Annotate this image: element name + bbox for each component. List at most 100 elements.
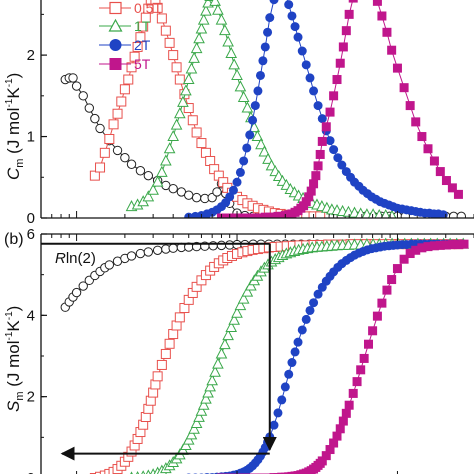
data-point-1T	[241, 101, 254, 113]
data-point-1T	[251, 129, 264, 142]
data-point-1T	[182, 72, 195, 85]
y-tick-label: 2	[27, 47, 35, 64]
data-point-2T	[284, 369, 294, 379]
data-point-0_5T	[112, 108, 123, 119]
data-point-5T	[399, 83, 409, 93]
data-point-5T	[377, 11, 387, 21]
data-point-5T	[392, 264, 402, 274]
data-point-zero-field	[90, 113, 100, 124]
data-point-2T	[265, 13, 275, 23]
data-point-0_5T	[164, 338, 175, 349]
data-point-1T	[212, 357, 224, 369]
data-point-zero-field	[95, 123, 105, 134]
series-1T	[130, 237, 470, 474]
y-tick-label: 2	[27, 389, 35, 406]
data-point-5T	[411, 245, 421, 255]
data-point-1T	[234, 80, 247, 92]
data-point-1T	[163, 142, 176, 154]
data-point-1T	[258, 145, 271, 157]
data-point-5T	[352, 377, 362, 387]
data-point-2T	[309, 86, 319, 96]
data-point-1T	[234, 298, 247, 311]
data-point-5T	[453, 240, 463, 250]
data-point-0_5T	[168, 329, 179, 340]
data-point-5T	[382, 27, 392, 37]
panel-a-series	[60, 0, 466, 218]
data-point-1T	[222, 35, 234, 47]
data-point-1T	[202, 386, 214, 398]
data-point-2T	[242, 143, 252, 153]
data-point-2T	[232, 177, 242, 187]
data-point-2T	[297, 46, 307, 56]
data-point-5T	[441, 240, 451, 250]
data-point-5T	[317, 136, 327, 146]
data-point-0_5T	[174, 74, 185, 85]
data-point-5T	[405, 101, 415, 111]
data-point-5T	[245, 213, 255, 218]
panel-a-xticks	[40, 211, 474, 218]
data-point-5T	[335, 424, 345, 434]
legend-entry-0.5T: 0.5T	[99, 0, 162, 16]
data-point-5T	[315, 149, 325, 159]
data-point-1T	[177, 95, 189, 107]
data-point-1T	[151, 175, 164, 187]
data-point-zero-field	[84, 103, 94, 113]
data-point-2T	[250, 101, 260, 111]
data-point-5T	[435, 167, 445, 177]
data-point-1T	[225, 46, 238, 58]
data-point-5T	[387, 275, 397, 285]
panel-a-yticks: 0 1 2	[27, 13, 47, 227]
data-point-0_5T	[152, 371, 163, 382]
data-point-1T	[185, 428, 198, 440]
data-point-1T	[200, 392, 212, 404]
data-point-5T	[417, 132, 427, 142]
legend-label-1T: 1T	[134, 18, 151, 34]
data-point-2T	[228, 185, 238, 195]
data-point-5T	[311, 171, 321, 181]
data-point-0_5T	[126, 62, 137, 73]
data-point-2T	[277, 395, 287, 405]
panel-a-ylabel: Cm (J mol-1K-1)	[4, 73, 26, 180]
data-point-1T	[193, 32, 205, 44]
data-point-5T	[344, 9, 354, 19]
data-point-5T	[377, 298, 387, 308]
series-5T	[216, 0, 463, 218]
data-point-zero-field	[78, 281, 88, 291]
panel-b-yticks: 0 2 4 6	[27, 226, 47, 474]
data-point-1T	[160, 154, 172, 166]
data-point-0_5T	[152, 2, 163, 13]
data-point-0_5T	[95, 162, 106, 173]
data-point-zero-field	[216, 240, 227, 251]
data-point-1T	[237, 292, 250, 304]
data-point-zero-field	[126, 159, 137, 169]
series-5T	[216, 239, 469, 474]
data-point-5T	[372, 0, 382, 6]
data-point-1T	[228, 313, 241, 325]
data-point-1T	[180, 84, 192, 96]
data-point-5T	[411, 117, 421, 127]
data-point-2T	[263, 27, 273, 37]
data-point-zero-field	[135, 166, 146, 176]
data-point-1T	[147, 183, 159, 195]
data-point-5T	[341, 408, 351, 418]
data-point-5T	[387, 45, 397, 55]
data-point-1T	[200, 4, 212, 16]
data-point-zero-field	[71, 287, 82, 298]
data-point-1T	[206, 374, 219, 386]
data-point-0_5T	[132, 41, 143, 52]
data-point-2T	[293, 32, 303, 42]
data-point-1T	[190, 42, 203, 54]
data-point-2T	[235, 167, 245, 177]
data-point-2T	[280, 382, 290, 392]
data-point-2T	[309, 298, 319, 308]
data-point-5T	[429, 156, 439, 166]
data-point-2T	[284, 0, 294, 10]
data-point-zero-field	[152, 245, 163, 255]
data-point-1T	[188, 422, 200, 434]
panel-b: 0 2 4 6 (b) Rln(2) Sm (J mol-1K-1)	[4, 226, 474, 474]
panel-b-ylabel: Sm (J mol-1K-1)	[4, 306, 26, 412]
data-point-0_5T	[116, 96, 127, 107]
data-point-1T	[170, 118, 183, 130]
data-point-0_5T	[187, 115, 198, 126]
